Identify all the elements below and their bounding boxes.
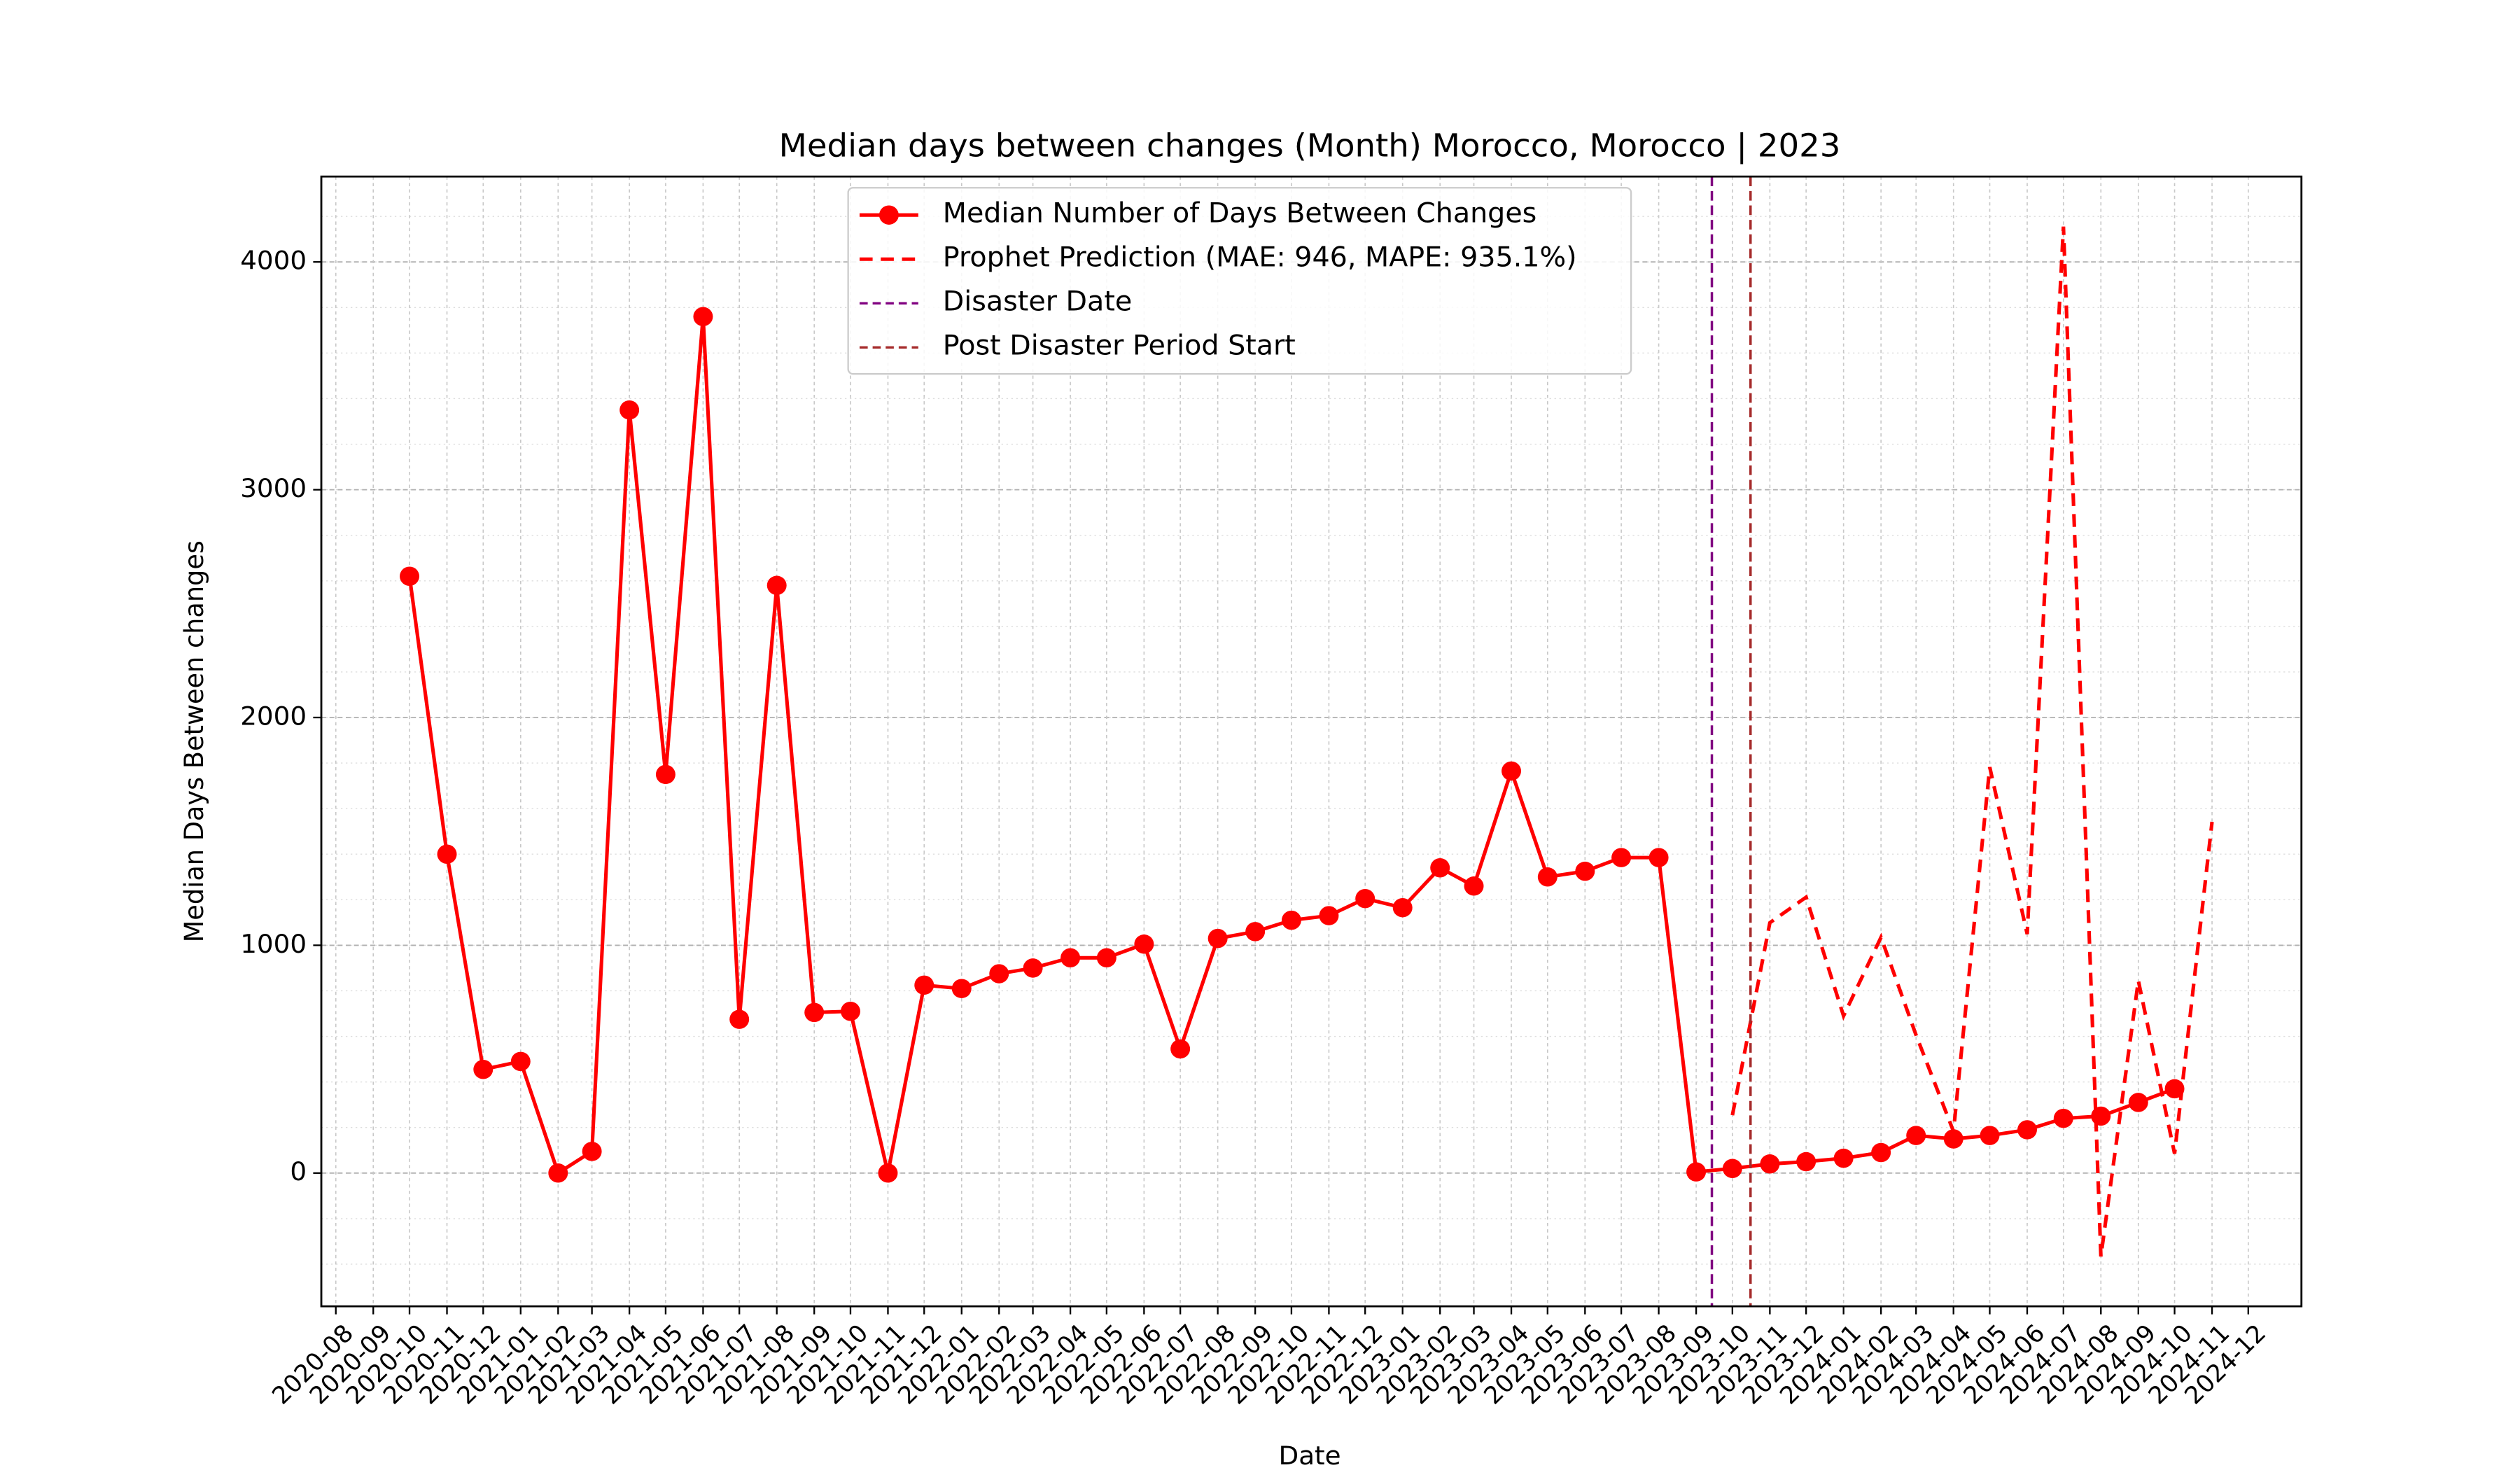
data-point — [1208, 928, 1228, 948]
y-axis-label: Median Days Between changes — [179, 540, 209, 942]
data-point — [620, 400, 640, 420]
data-point — [951, 979, 972, 998]
data-point — [1023, 958, 1043, 978]
data-point — [1464, 876, 1484, 896]
data-point — [1611, 848, 1632, 867]
data-point — [1980, 1126, 2000, 1145]
data-point — [1796, 1152, 1816, 1172]
data-point — [1722, 1158, 1742, 1179]
data-point — [914, 975, 934, 995]
data-point — [1355, 888, 1376, 909]
data-point — [1833, 1148, 1854, 1168]
legend-box — [847, 187, 1632, 375]
data-point — [1134, 934, 1154, 954]
data-point — [1906, 1126, 1926, 1145]
data-point — [1760, 1154, 1780, 1174]
series-line — [1730, 226, 2214, 1257]
y-tick-label: 1000 — [240, 929, 307, 959]
legend-label: Post Disaster Period Start — [943, 330, 1296, 362]
data-point — [1537, 867, 1558, 887]
chart-title: Median days between changes (Month) Moro… — [779, 127, 1841, 165]
y-tick-label: 0 — [290, 1156, 307, 1186]
legend-marker — [878, 205, 899, 225]
data-point — [693, 307, 713, 327]
x-axis-label: Date — [1279, 1441, 1341, 1470]
data-point — [548, 1163, 568, 1183]
data-point — [582, 1142, 602, 1161]
data-point — [1060, 948, 1081, 968]
data-point — [1430, 858, 1450, 878]
data-point — [804, 1002, 825, 1023]
data-point — [510, 1051, 531, 1072]
legend-label: Median Number of Days Between Changes — [943, 198, 1537, 230]
data-point — [2128, 1093, 2148, 1112]
data-point — [1319, 906, 1339, 925]
data-point — [1502, 761, 1522, 781]
data-point — [729, 1009, 750, 1029]
plot-frame — [320, 175, 2303, 1308]
data-point — [1170, 1039, 1191, 1059]
data-point — [2053, 1108, 2073, 1128]
data-point — [1392, 897, 1413, 918]
legend: Median Number of Days Between Changes Pro… — [847, 187, 1632, 375]
data-point — [1245, 922, 1266, 941]
y-tick-label: 4000 — [240, 246, 307, 276]
y-tick-label: 2000 — [240, 701, 307, 732]
data-point — [878, 1163, 898, 1183]
data-point — [840, 1002, 860, 1021]
data-point — [2164, 1079, 2185, 1099]
data-point — [400, 566, 419, 587]
plot — [400, 176, 2214, 1307]
y-tick-label: 3000 — [240, 473, 307, 503]
data-point — [473, 1059, 493, 1079]
data-point — [655, 764, 676, 785]
data-point — [1648, 848, 1669, 867]
data-point — [1871, 1142, 1891, 1163]
legend-label: Prophet Prediction (MAE: 946, MAPE: 935.… — [943, 242, 1577, 274]
data-point — [1943, 1129, 1963, 1149]
data-point — [1575, 861, 1595, 881]
data-point — [437, 844, 457, 864]
data-point — [766, 575, 787, 596]
data-point — [989, 964, 1009, 983]
data-point — [1281, 910, 1301, 930]
data-point — [1096, 948, 1116, 968]
data-point — [2017, 1120, 2037, 1140]
data-point — [1686, 1162, 1707, 1182]
legend-label: Disaster Date — [943, 286, 1132, 318]
